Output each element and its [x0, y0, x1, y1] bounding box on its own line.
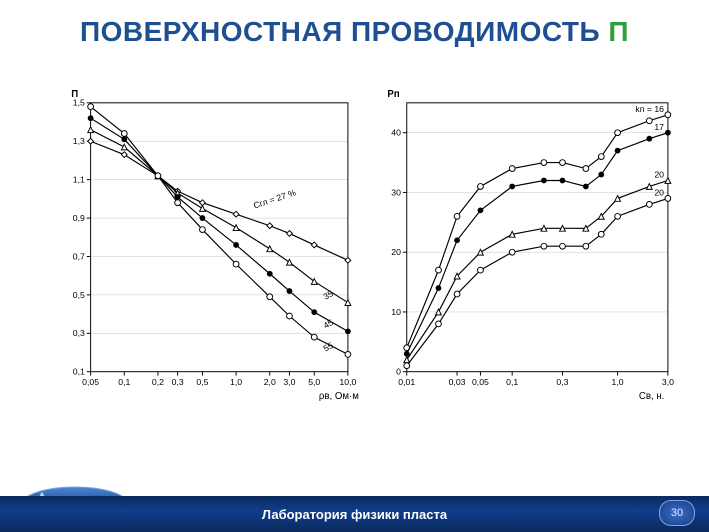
svg-text:kп = 16: kп = 16: [635, 104, 664, 114]
charts-row: 0,050,10,20,30,51,02,03,05,010,00,10,30,…: [50, 80, 679, 410]
svg-text:30: 30: [391, 187, 401, 197]
page-number: 30: [671, 507, 683, 519]
right-chart: 0,01 0,03 0,05 0,1 0,3 1,0 3,0 0 10 20 30 40 Pп Cв, н…: [370, 80, 680, 410]
svg-text:3,0: 3,0: [283, 377, 295, 387]
svg-text:0,01: 0,01: [398, 377, 415, 387]
left-chart: 0,050,10,20,30,51,02,03,05,010,00,10,30,…: [50, 80, 360, 410]
svg-text:20: 20: [391, 247, 401, 257]
svg-text:1,1: 1,1: [73, 175, 85, 185]
svg-text:Cв, н.: Cв, н.: [638, 391, 664, 402]
svg-text:0,1: 0,1: [506, 377, 518, 387]
svg-text:3,0: 3,0: [661, 377, 673, 387]
svg-text:5,0: 5,0: [308, 377, 320, 387]
svg-text:40: 40: [391, 128, 401, 138]
title-main: ПОВЕРХНОСТНАЯ ПРОВОДИМОСТЬ: [80, 16, 608, 47]
svg-text:Pп: Pп: [387, 89, 399, 100]
title-accent: П: [608, 16, 629, 47]
svg-text:0,1: 0,1: [118, 377, 130, 387]
svg-text:0,2: 0,2: [152, 377, 164, 387]
svg-text:0: 0: [396, 367, 401, 377]
svg-text:1,0: 1,0: [611, 377, 623, 387]
page-number-badge: 30: [659, 500, 695, 526]
left-chart-svg: 0,050,10,20,30,51,02,03,05,010,00,10,30,…: [50, 80, 360, 410]
svg-text:0,5: 0,5: [73, 290, 85, 300]
svg-text:17: 17: [654, 122, 664, 132]
svg-text:10: 10: [391, 307, 401, 317]
right-chart-svg: 0,01 0,03 0,05 0,1 0,3 1,0 3,0 0 10 20 30 40 Pп Cв, н…: [370, 80, 680, 410]
svg-text:10,0: 10,0: [339, 377, 356, 387]
svg-text:0,05: 0,05: [82, 377, 99, 387]
svg-text:0,3: 0,3: [172, 377, 184, 387]
svg-text:0,9: 0,9: [73, 213, 85, 223]
svg-text:0,5: 0,5: [196, 377, 208, 387]
svg-text:0,03: 0,03: [448, 377, 465, 387]
svg-text:0,3: 0,3: [556, 377, 568, 387]
slide: ПОВЕРХНОСТНАЯ ПРОВОДИМОСТЬ П 0,050,10,20…: [0, 0, 709, 532]
svg-text:П: П: [71, 89, 78, 100]
slide-title: ПОВЕРХНОСТНАЯ ПРОВОДИМОСТЬ П: [0, 16, 709, 48]
svg-text:20: 20: [654, 170, 664, 180]
footer-bar: Лаборатория физики пласта: [0, 496, 709, 532]
svg-text:20: 20: [654, 188, 664, 198]
svg-text:1,0: 1,0: [230, 377, 242, 387]
footer-label: Лаборатория физики пласта: [0, 507, 709, 522]
svg-text:2,0: 2,0: [264, 377, 276, 387]
svg-text:ρв, Ом·м: ρв, Ом·м: [319, 391, 359, 402]
svg-text:0,05: 0,05: [471, 377, 488, 387]
svg-text:1,3: 1,3: [73, 136, 85, 146]
svg-text:0,1: 0,1: [73, 367, 85, 377]
svg-text:0,7: 0,7: [73, 251, 85, 261]
svg-text:0,3: 0,3: [73, 328, 85, 338]
